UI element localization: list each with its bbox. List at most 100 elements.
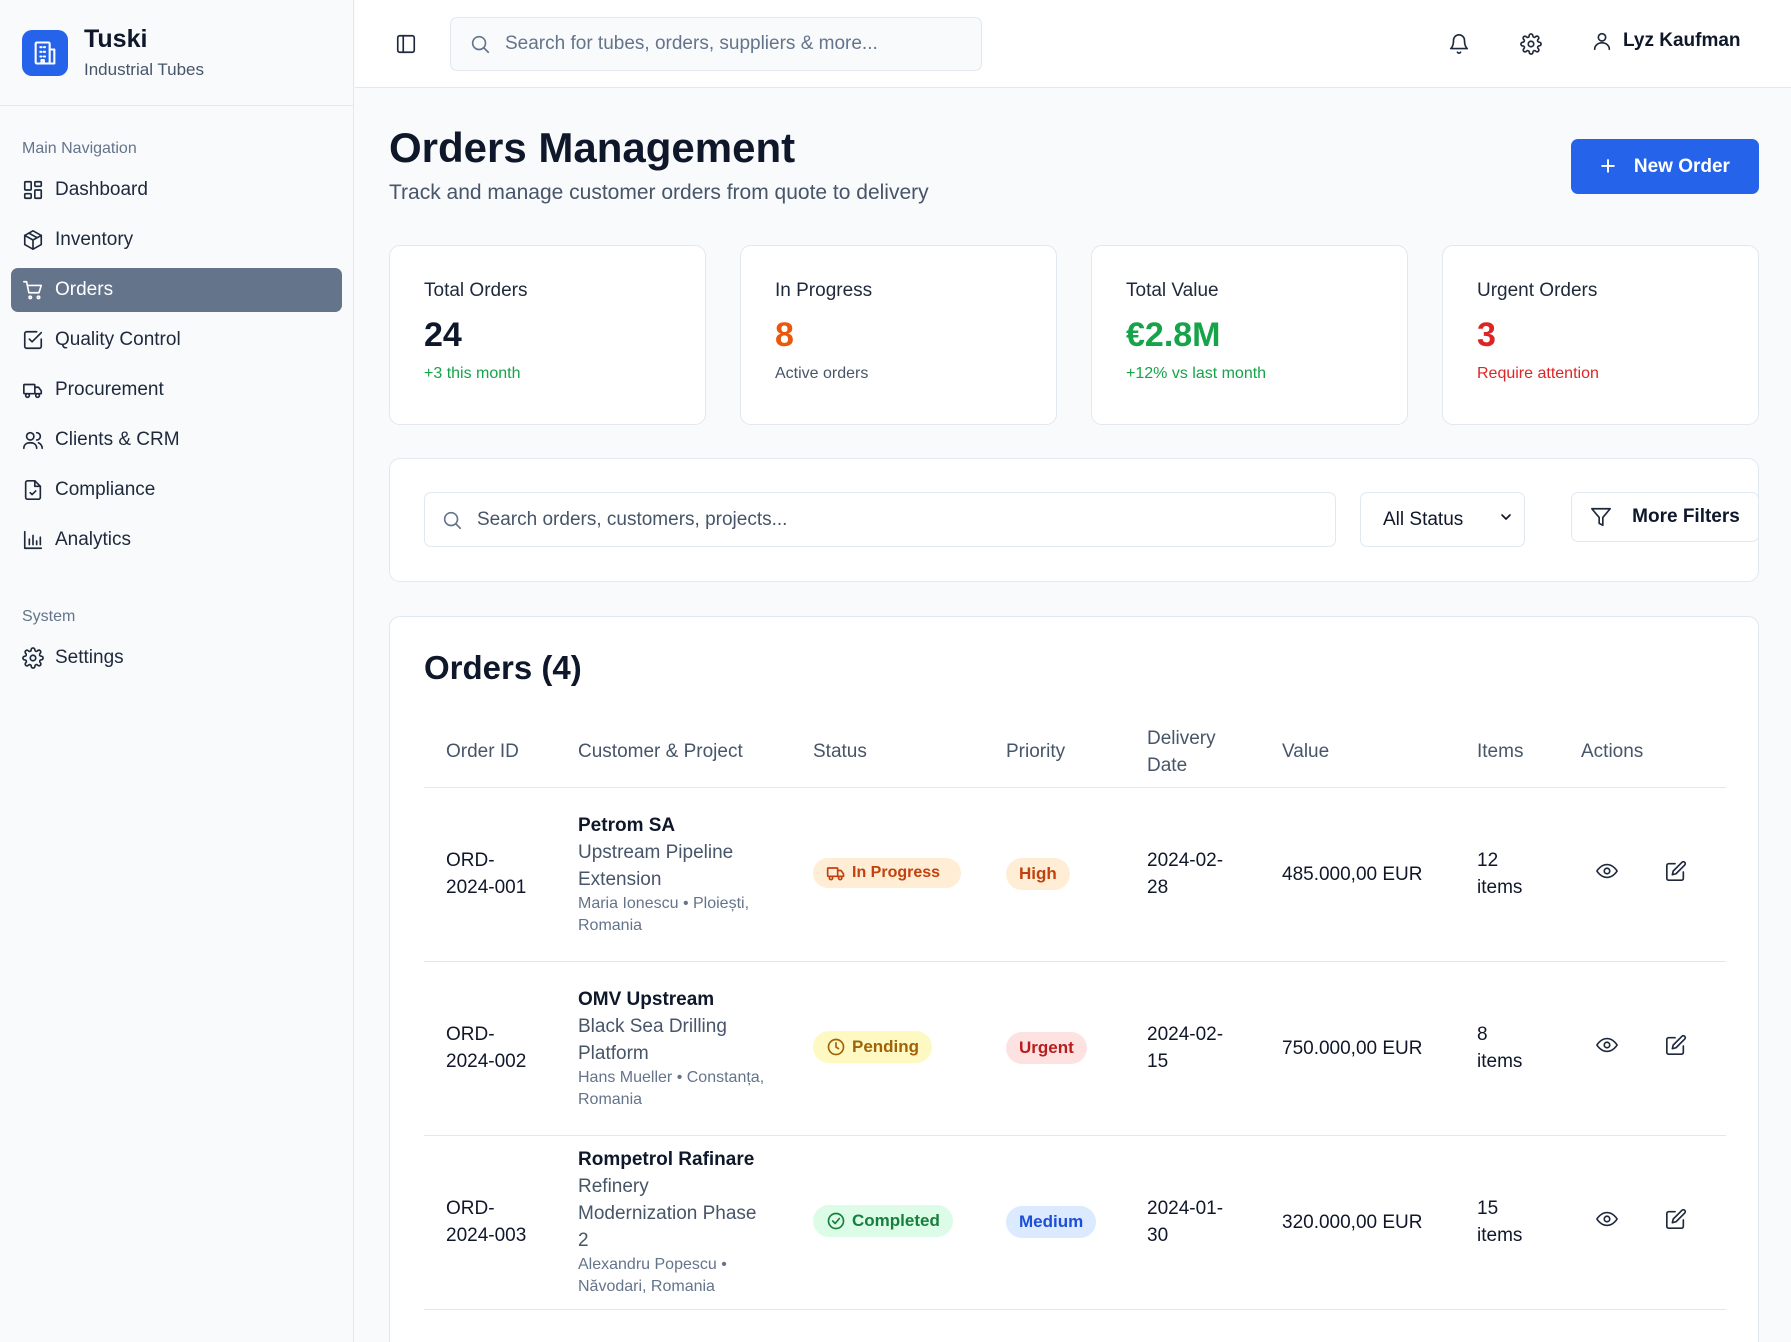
orders-title: Orders (4) <box>424 649 582 686</box>
view-icon[interactable] <box>1595 1033 1619 1057</box>
nav-heading-system: System <box>22 608 76 625</box>
clock-icon <box>827 1038 845 1056</box>
sidebar-item-orders[interactable]: Orders <box>11 268 342 312</box>
column-header[interactable]: Customer & Project <box>556 717 791 788</box>
sidebar-item-label: Inventory <box>55 229 134 250</box>
main-navigation: Main Navigation Dashboard Inventory Orde… <box>0 106 353 562</box>
users-icon <box>22 429 44 451</box>
column-header: Actions <box>1559 717 1726 788</box>
customer-name: Petrom SA <box>578 814 676 836</box>
customer-name: OMV Upstream <box>578 988 715 1010</box>
stat-value: 3 <box>1477 316 1496 354</box>
stat-card-in-progress: In Progress 8 Active orders <box>740 245 1057 425</box>
sidebar-item-settings[interactable]: Settings <box>11 636 342 680</box>
search-icon <box>469 33 491 55</box>
search-icon <box>441 509 463 531</box>
column-header[interactable]: Status <box>791 717 984 788</box>
file-check-icon <box>22 479 44 501</box>
stat-card-urgent-orders: Urgent Orders 3 Require attention <box>1442 245 1759 425</box>
status-badge: In Progress <box>813 857 961 888</box>
table-row[interactable]: ORD-2024-002 OMV Upstream Black Sea Dril… <box>424 961 1726 1136</box>
stat-note: +12% vs last month <box>1126 365 1267 382</box>
system-navigation: System Settings <box>0 568 353 680</box>
priority-badge: Urgent <box>1006 1032 1087 1064</box>
nav-heading-main: Main Navigation <box>22 140 137 157</box>
chevron-down-icon <box>1498 509 1514 531</box>
stat-label: Urgent Orders <box>1477 280 1598 301</box>
package-icon <box>22 229 44 251</box>
edit-icon[interactable] <box>1664 1207 1688 1231</box>
more-filters-button[interactable]: More Filters <box>1571 492 1759 542</box>
status-badge: Pending <box>813 1031 933 1063</box>
topbar: Lyz Kaufman <box>355 0 1791 88</box>
stat-value: €2.8M <box>1126 316 1221 354</box>
status-select[interactable]: All Status <box>1360 492 1525 547</box>
sidebar-item-quality-control[interactable]: Quality Control <box>11 318 342 362</box>
delivery-date: 2024-02-15 <box>1125 961 1260 1136</box>
status-badge: Completed <box>813 1205 953 1237</box>
check-circle-icon <box>827 1212 845 1230</box>
sidebar-item-inventory[interactable]: Inventory <box>11 218 342 262</box>
edit-icon[interactable] <box>1664 859 1688 883</box>
stat-note: Active orders <box>775 365 869 382</box>
sidebar-item-label: Quality Control <box>55 329 181 350</box>
project-name: Refinery Modernization Phase 2 <box>578 1176 757 1251</box>
stat-label: In Progress <box>775 280 873 301</box>
more-filters-label: More Filters <box>1632 506 1740 527</box>
orders-search-input[interactable] <box>477 508 1335 531</box>
global-search-input[interactable] <box>505 33 965 55</box>
status-select-value: All Status <box>1383 508 1464 530</box>
column-header[interactable]: Value <box>1260 717 1455 788</box>
priority-badge: High <box>1006 858 1070 890</box>
sidebar-item-compliance[interactable]: Compliance <box>11 468 342 512</box>
sidebar-item-dashboard[interactable]: Dashboard <box>11 168 342 212</box>
gear-icon[interactable] <box>1520 33 1542 55</box>
cart-icon <box>22 279 44 301</box>
plus-icon: + <box>1600 151 1616 181</box>
table-header-row: Order ID Customer & Project Status Prior… <box>424 717 1726 788</box>
sidebar: Tuski Industrial Tubes Main Navigation D… <box>0 0 354 1342</box>
brand-title: Tuski <box>84 25 148 53</box>
new-order-label: New Order <box>1633 155 1730 177</box>
bell-icon[interactable] <box>1448 33 1470 55</box>
stat-value: 8 <box>775 316 794 354</box>
column-header[interactable]: Items <box>1455 717 1559 788</box>
edit-icon[interactable] <box>1664 1033 1688 1057</box>
stat-note: +3 this month <box>424 365 521 382</box>
stat-label: Total Orders <box>424 280 528 301</box>
user-name: Lyz Kaufman <box>1623 30 1741 51</box>
brand: Tuski Industrial Tubes <box>0 0 353 106</box>
truck-icon <box>826 866 845 880</box>
sidebar-item-label: Settings <box>55 647 124 668</box>
gear-icon <box>22 647 44 669</box>
order-value: 750.000,00 EUR <box>1260 961 1455 1136</box>
bar-chart-icon <box>22 529 44 551</box>
page-title: Orders Management <box>389 124 796 171</box>
sidebar-item-procurement[interactable]: Procurement <box>11 368 342 412</box>
sidebar-item-analytics[interactable]: Analytics <box>11 518 342 562</box>
brand-subtitle: Industrial Tubes <box>84 60 205 79</box>
column-header[interactable]: Priority <box>984 717 1125 788</box>
column-header[interactable]: Order ID <box>424 717 556 788</box>
table-row[interactable]: ORD-2024-001 Petrom SA Upstream Pipeline… <box>424 787 1726 962</box>
contact-location: Hans Mueller • Constanța, Romania <box>578 1068 765 1108</box>
column-header[interactable]: Delivery Date <box>1125 717 1260 788</box>
stat-note: Require attention <box>1477 365 1599 382</box>
order-value: 320.000,00 EUR <box>1260 1135 1455 1310</box>
item-count: 15 items <box>1455 1135 1559 1310</box>
building-icon <box>22 29 68 76</box>
table-row[interactable]: ORD-2024-003 Rompetrol Rafinare Refinery… <box>424 1135 1726 1310</box>
view-icon[interactable] <box>1595 859 1619 883</box>
new-order-button[interactable]: + New Order <box>1571 139 1759 194</box>
status-text: Pending <box>852 1037 920 1056</box>
sidebar-item-clients-crm[interactable]: Clients & CRM <box>11 418 342 462</box>
delivery-date: 2024-01-30 <box>1125 1135 1260 1310</box>
orders-table-card: Orders (4) Order ID Customer & Project S… <box>389 616 1759 1342</box>
dashboard-icon <box>22 179 44 201</box>
sidebar-item-label: Dashboard <box>55 179 148 200</box>
sidebar-toggle-icon[interactable] <box>395 33 417 55</box>
filter-icon <box>1590 506 1612 528</box>
sidebar-item-label: Clients & CRM <box>55 429 180 450</box>
user-menu[interactable]: Lyz Kaufman <box>1591 30 1741 52</box>
view-icon[interactable] <box>1595 1207 1619 1231</box>
